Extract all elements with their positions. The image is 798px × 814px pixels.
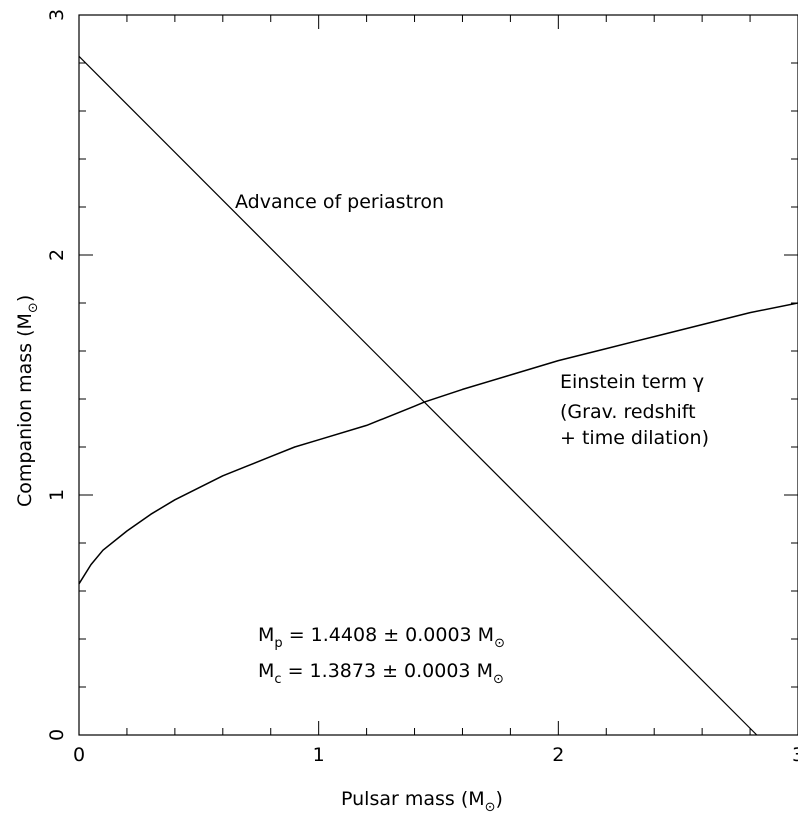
x-axis-sun-symbol: ⊙ <box>485 800 496 814</box>
y-tick-label: 3 <box>46 9 68 21</box>
series-layer <box>78 55 798 736</box>
periastron-line <box>78 55 758 736</box>
y-tick-label: 1 <box>46 489 68 501</box>
einstein-label-line3: + time dilation) <box>560 427 709 449</box>
mp-result: Mp = 1.4408 ± 0.0003 M⊙ <box>258 624 505 651</box>
y-tick-label: 2 <box>46 249 68 261</box>
y-tick-label: 0 <box>46 729 68 741</box>
axis-ticks <box>78 14 798 736</box>
plot-frame <box>78 14 798 736</box>
einstein-gamma-curve <box>78 302 798 585</box>
x-tick-label: 1 <box>313 744 325 766</box>
y-axis-sun-symbol: ⊙ <box>26 302 41 313</box>
periastron-label: Advance of periastron <box>235 191 444 213</box>
x-tick-label: 0 <box>73 744 85 766</box>
tick-labels: 0 1 2 3 0 1 2 3 <box>46 9 798 766</box>
einstein-label-line1: Einstein term γ <box>560 371 704 393</box>
y-axis-title: Companion mass (M⊙) <box>14 295 41 507</box>
x-tick-label: 3 <box>792 744 798 766</box>
mc-result: Mc = 1.3873 ± 0.0003 M⊙ <box>258 660 504 687</box>
x-tick-label: 2 <box>552 744 564 766</box>
x-axis-title: Pulsar mass (M⊙) <box>341 788 503 814</box>
einstein-label-line2: (Grav. redshift <box>560 401 696 423</box>
